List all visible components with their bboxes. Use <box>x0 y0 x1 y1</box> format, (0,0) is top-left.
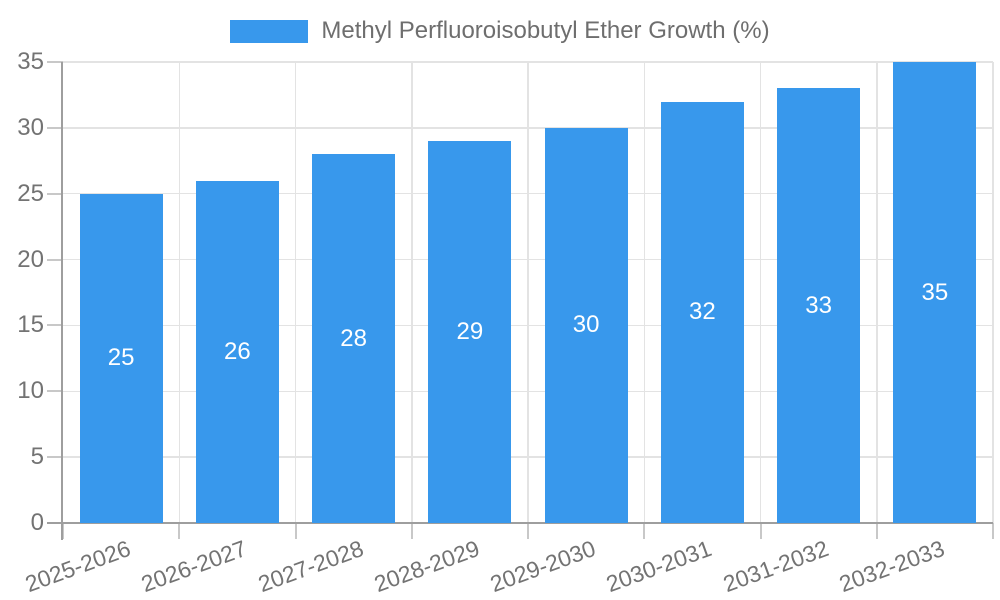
y-axis-tick-label: 20 <box>17 245 44 273</box>
x-grid-line <box>759 62 762 523</box>
legend[interactable]: Methyl Perfluoroisobutyl Ether Growth (%… <box>0 17 1000 45</box>
legend-label: Methyl Perfluoroisobutyl Ether Growth (%… <box>321 17 770 44</box>
bar[interactable]: 32 <box>660 101 744 523</box>
bar-value-label: 32 <box>689 298 716 326</box>
bar[interactable]: 30 <box>544 127 628 523</box>
x-tick-mark <box>759 523 762 539</box>
x-grid-line <box>876 62 878 523</box>
legend-swatch-icon <box>230 19 309 43</box>
bar-value-label: 28 <box>340 324 367 352</box>
bar[interactable]: 26 <box>195 180 279 523</box>
y-axis-tick-label: 15 <box>17 311 44 339</box>
y-axis-tick-label: 5 <box>30 443 44 471</box>
x-tick-mark <box>992 523 994 539</box>
x-tick-mark <box>62 523 64 539</box>
bar-value-label: 26 <box>224 337 251 365</box>
y-tick-mark <box>47 324 63 327</box>
x-grid-line <box>643 62 645 523</box>
x-tick-mark <box>178 523 181 539</box>
x-grid-line <box>527 62 529 523</box>
y-axis-tick-label: 25 <box>17 179 44 207</box>
y-axis-tick-label: 35 <box>17 48 44 75</box>
y-tick-mark <box>47 258 63 261</box>
bar[interactable]: 35 <box>893 62 977 523</box>
bar-value-label: 29 <box>456 318 484 345</box>
x-grid-line <box>178 62 180 523</box>
y-tick-mark <box>47 390 63 393</box>
bar[interactable]: 25 <box>79 193 163 523</box>
y-tick-mark <box>47 61 63 63</box>
bar-value-label: 25 <box>107 344 135 372</box>
bar-value-label: 33 <box>805 291 832 319</box>
x-grid-line <box>294 62 297 523</box>
y-axis-tick-label: 30 <box>17 113 44 141</box>
y-tick-mark <box>47 126 63 129</box>
x-tick-mark <box>875 523 878 539</box>
x-tick-mark <box>410 523 413 539</box>
bar[interactable]: 28 <box>312 154 396 523</box>
x-tick-mark <box>527 523 529 539</box>
bar[interactable]: 33 <box>777 88 861 523</box>
x-grid-line <box>411 62 413 523</box>
y-axis-tick-label: 10 <box>17 377 44 405</box>
y-tick-mark <box>47 192 63 195</box>
x-axis-line <box>47 522 993 524</box>
x-tick-mark <box>294 523 297 539</box>
bar-value-label: 30 <box>572 311 600 339</box>
x-grid-line <box>992 62 994 523</box>
bar[interactable]: 29 <box>428 141 512 523</box>
bar-value-label: 35 <box>921 278 949 306</box>
y-tick-mark <box>47 456 63 459</box>
y-axis-line <box>61 62 63 540</box>
y-axis-tick-label: 0 <box>30 509 44 536</box>
x-tick-mark <box>643 523 646 539</box>
